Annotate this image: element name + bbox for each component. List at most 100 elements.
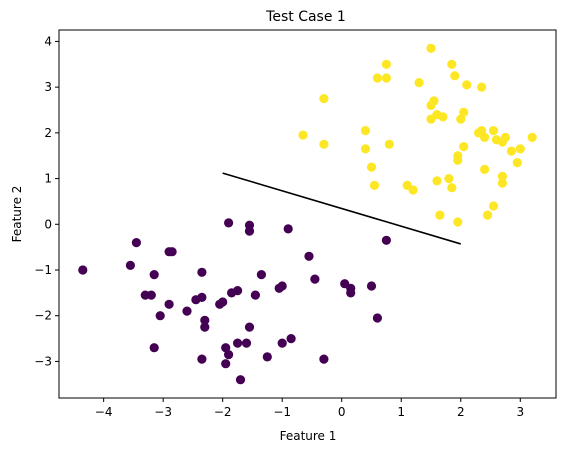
data-point-class-1 (506, 146, 516, 156)
data-point-class-1 (488, 126, 499, 136)
data-point-class-0 (131, 238, 141, 248)
data-point-class-0 (256, 270, 266, 280)
data-point-class-0 (224, 218, 234, 228)
data-point-class-1 (459, 142, 469, 152)
data-point-class-1 (381, 59, 391, 69)
x-axis-ticks: −4 −3 −2 −1 0 1 2 3 (95, 398, 524, 419)
y-tick-label: −3 (34, 354, 52, 368)
y-tick-label: −2 (34, 309, 52, 323)
data-point-class-0 (283, 224, 293, 234)
data-point-class-1 (480, 164, 490, 174)
data-point-class-1 (483, 210, 493, 220)
data-point-class-0 (78, 265, 88, 275)
data-point-class-0 (200, 315, 210, 325)
x-tick-label: −4 (95, 405, 113, 419)
data-point-class-0 (277, 281, 287, 291)
data-point-class-1 (319, 94, 329, 104)
data-point-class-0 (155, 311, 165, 321)
data-point-class-1 (298, 130, 308, 140)
decision-line-layer (222, 172, 461, 245)
points-layer (78, 43, 537, 385)
data-point-class-0 (310, 274, 320, 284)
data-point-class-0 (146, 290, 156, 300)
x-axis-label: Feature 1 (280, 429, 337, 443)
data-point-class-1 (453, 155, 463, 165)
data-point-class-0 (241, 338, 252, 348)
y-tick-label: 0 (44, 217, 52, 231)
data-point-class-1 (459, 107, 469, 117)
data-point-class-1 (319, 139, 329, 149)
y-tick-label: 2 (44, 126, 52, 140)
data-point-class-0 (218, 297, 228, 307)
data-point-class-1 (477, 82, 487, 92)
y-tick-label: 1 (44, 172, 52, 186)
data-point-class-0 (233, 286, 243, 296)
y-axis-ticks: −3 −2 −1 0 1 2 3 4 (34, 34, 59, 368)
data-point-class-0 (197, 354, 207, 364)
data-point-class-1 (447, 183, 457, 193)
data-point-class-0 (244, 322, 255, 332)
data-point-class-1 (426, 43, 436, 53)
data-point-class-1 (453, 217, 463, 227)
data-point-class-1 (438, 112, 448, 122)
data-point-class-1 (462, 80, 472, 90)
y-axis-label: Feature 2 (10, 186, 24, 243)
data-point-class-0 (304, 251, 314, 261)
data-point-class-0 (197, 292, 207, 302)
plot-frame (58, 29, 557, 399)
data-point-class-0 (224, 350, 234, 360)
data-point-class-0 (277, 338, 287, 348)
data-point-class-1 (497, 178, 507, 188)
decision-boundary-line (222, 172, 461, 245)
x-tick-label: −3 (154, 405, 172, 419)
data-point-class-0 (372, 313, 382, 323)
data-point-class-0 (346, 283, 356, 293)
data-point-class-0 (319, 354, 329, 364)
data-point-class-1 (360, 144, 371, 154)
data-point-class-0 (200, 322, 210, 332)
x-tick-label: −1 (273, 405, 291, 419)
data-point-class-1 (450, 71, 460, 81)
data-point-class-1 (384, 139, 394, 149)
data-point-class-1 (372, 73, 382, 83)
data-point-class-1 (429, 96, 439, 106)
data-point-class-1 (515, 144, 525, 154)
data-point-class-1 (369, 180, 380, 190)
data-point-class-1 (408, 185, 418, 195)
data-point-class-1 (497, 171, 507, 181)
data-point-class-0 (221, 343, 231, 353)
data-point-class-1 (447, 59, 457, 69)
data-point-class-1 (488, 201, 499, 211)
data-point-class-1 (381, 73, 391, 83)
chart-title: Test Case 1 (265, 9, 346, 25)
data-point-class-0 (197, 267, 207, 277)
data-point-class-0 (286, 334, 296, 344)
data-point-class-1 (360, 126, 371, 136)
data-point-class-1 (432, 176, 442, 186)
data-point-class-0 (182, 306, 192, 316)
data-point-class-0 (262, 352, 272, 362)
y-tick-label: 4 (44, 34, 52, 48)
data-point-class-0 (244, 226, 255, 236)
data-point-class-1 (414, 78, 424, 88)
x-tick-label: 3 (516, 405, 524, 419)
data-point-class-0 (235, 375, 246, 385)
data-point-class-1 (366, 162, 377, 172)
data-point-class-1 (500, 132, 510, 142)
data-point-class-1 (527, 132, 537, 142)
data-point-class-0 (149, 270, 159, 280)
y-tick-label: 3 (44, 80, 52, 94)
data-point-class-0 (149, 343, 159, 353)
data-point-class-0 (233, 338, 243, 348)
data-point-class-0 (164, 299, 174, 309)
x-tick-label: 2 (457, 405, 465, 419)
data-point-class-0 (366, 281, 377, 291)
data-point-class-0 (250, 290, 260, 300)
data-point-class-0 (221, 359, 231, 369)
data-point-class-1 (435, 210, 445, 220)
data-point-class-0 (167, 247, 177, 257)
y-tick-label: −1 (34, 263, 52, 277)
data-point-class-1 (512, 158, 522, 168)
data-point-class-1 (480, 132, 490, 142)
